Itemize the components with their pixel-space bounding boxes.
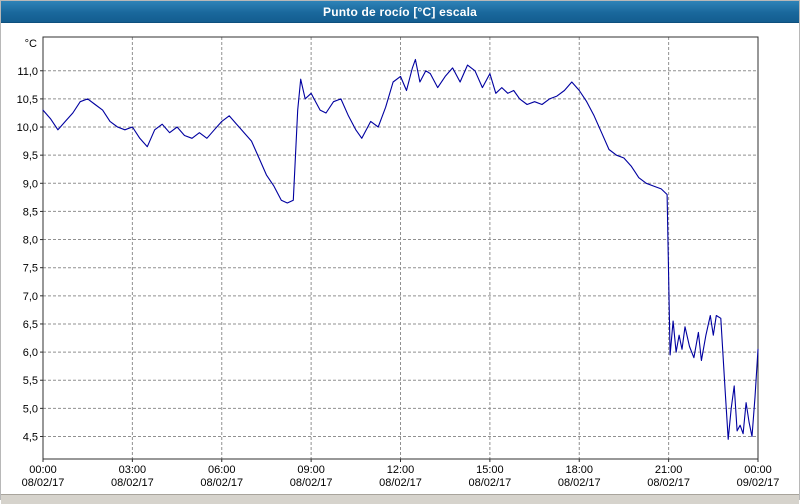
- x-tick-date-label: 08/02/17: [379, 477, 422, 489]
- x-tick-date-label: 08/02/17: [111, 477, 154, 489]
- x-tick-time-label: 03:00: [119, 464, 147, 476]
- x-tick-time-label: 15:00: [476, 464, 504, 476]
- x-tick-time-label: 12:00: [387, 464, 415, 476]
- chart-title: Punto de rocío [°C] escala: [322, 4, 478, 19]
- dew-point-chart: 4,5 5,0 5,5 6,0 6,5 7,0 7,5 8,0 8,5 9,0 9,5 10,0 10,…: [17, 36, 780, 489]
- y-tick-label: 6,0: [23, 347, 38, 359]
- x-tick-time-label: 06:00: [208, 464, 236, 476]
- x-tick-time-label: 18:00: [565, 464, 593, 476]
- y-tick-label: 7,0: [23, 291, 38, 303]
- x-tick-date-label: 08/02/17: [647, 477, 690, 489]
- x-tick-date-label: 08/02/17: [22, 477, 65, 489]
- y-tick-label: 10,5: [17, 94, 38, 106]
- x-tick-date-label: 08/02/17: [290, 477, 333, 489]
- x-tick-time-label: 00:00: [29, 464, 57, 476]
- x-tick-date-label: 08/02/17: [468, 477, 511, 489]
- x-tick-time-label: 00:00: [744, 464, 772, 476]
- x-tick-date-label: 08/02/17: [558, 477, 601, 489]
- y-tick-label: 11,0: [17, 66, 38, 78]
- y-tick-label: 5,5: [23, 375, 38, 387]
- plot-border: [42, 36, 759, 460]
- x-tick-time-label: 21:00: [655, 464, 683, 476]
- y-tick-label: 9,5: [23, 150, 38, 162]
- y-tick-label: 4,5: [23, 431, 38, 443]
- x-tick-time-label: 09:00: [297, 464, 325, 476]
- x-tick-date-label: 09/02/17: [737, 477, 780, 489]
- title-bar: Punto de rocío [°C] escala: [1, 1, 799, 23]
- y-tick-label: 7,5: [23, 263, 38, 275]
- y-tick-label: 5,0: [23, 403, 38, 415]
- y-tick-label: 6,5: [23, 319, 38, 331]
- y-tick-label: 8,5: [23, 206, 38, 218]
- horizontal-scrollbar[interactable]: [1, 494, 799, 504]
- series-line-dew-point: [42, 58, 759, 440]
- y-tick-label: 8,0: [23, 235, 38, 247]
- x-tick-date-label: 08/02/17: [200, 477, 243, 489]
- y-axis-unit-label: °C: [25, 38, 37, 50]
- y-tick-label: 9,0: [23, 178, 38, 190]
- chart-area: 4,5 5,0 5,5 6,0 6,5 7,0 7,5 8,0 8,5 9,0 9,5 10,0 10,…: [1, 23, 799, 494]
- y-tick-label: 10,0: [17, 122, 38, 134]
